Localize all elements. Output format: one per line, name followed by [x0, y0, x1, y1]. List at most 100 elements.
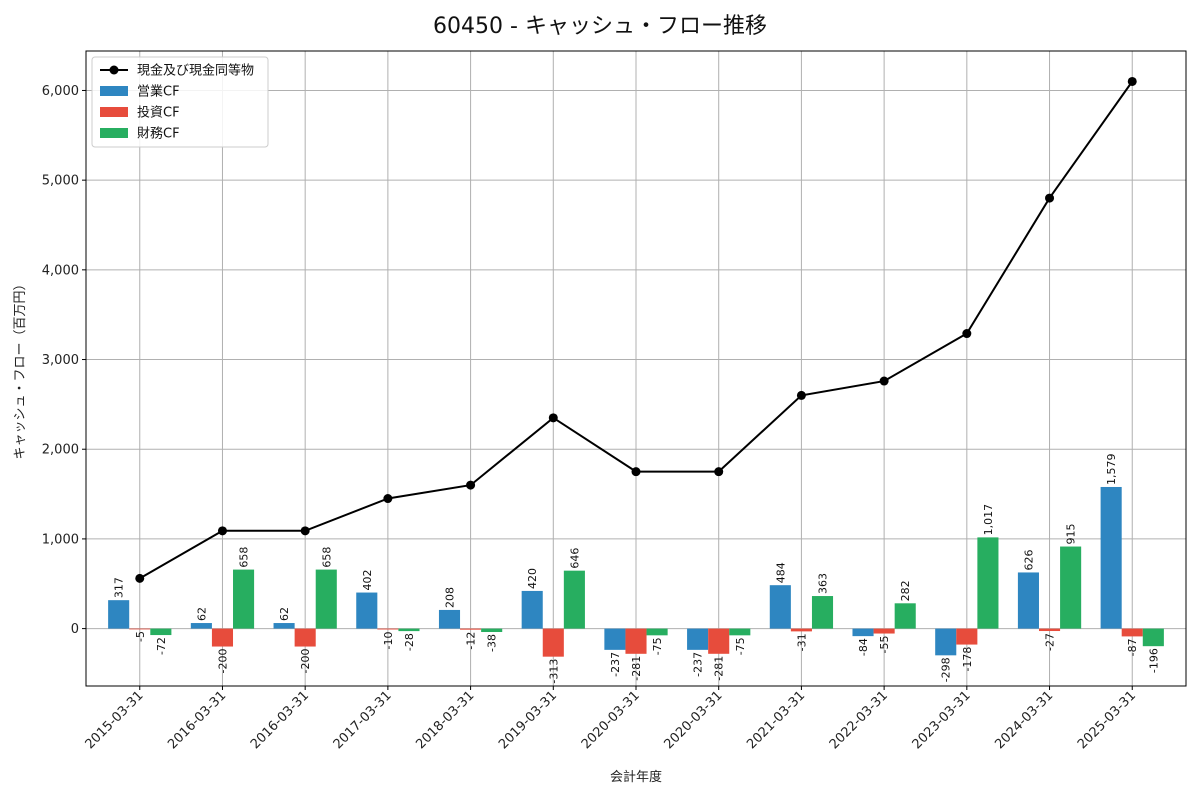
bar-value-label: 658	[320, 547, 333, 568]
bar	[438, 609, 461, 629]
data-labels: 317 62 62 402 208 420 -237 -237 484 -84 -298 626 1,5…	[113, 453, 1161, 683]
bar	[233, 569, 255, 629]
bar-value-label: 658	[238, 547, 251, 568]
y-tick-label: 0	[71, 622, 79, 637]
cash-line-point	[879, 376, 889, 386]
legend-swatch	[100, 128, 128, 138]
bar-value-label: 282	[899, 580, 912, 601]
bar-value-label: -237	[692, 652, 705, 677]
bar	[811, 596, 834, 629]
cash-line	[135, 76, 1137, 583]
bar-value-label: -87	[1126, 638, 1139, 656]
bar	[150, 628, 172, 636]
bar	[1121, 628, 1143, 637]
cash-line-point	[135, 573, 145, 583]
bar-value-label: 363	[817, 573, 830, 594]
bar	[521, 590, 543, 629]
bar-value-label: -75	[734, 637, 747, 655]
bar	[687, 628, 709, 650]
cash-line-point	[383, 494, 393, 504]
bar-value-label: 420	[526, 568, 539, 589]
bar-value-label: 484	[774, 562, 787, 583]
bar-value-label: -196	[1147, 648, 1160, 673]
bar-value-label: 646	[568, 548, 581, 569]
bar	[460, 628, 482, 630]
bar	[769, 585, 791, 629]
bar	[563, 570, 585, 629]
bar	[894, 603, 916, 629]
cash-line-point	[217, 526, 227, 536]
bar	[935, 628, 957, 656]
legend-label: 現金及び現金同等物	[137, 63, 254, 79]
bar	[294, 628, 316, 647]
bar-value-label: -178	[961, 647, 974, 672]
cash-line-point	[962, 329, 972, 339]
bar-value-label: -72	[155, 637, 168, 655]
cash-line-point	[714, 467, 724, 477]
bar	[356, 592, 378, 629]
bar-value-label: -298	[940, 657, 953, 682]
legend-box	[91, 56, 269, 148]
bar-value-label: -12	[465, 632, 478, 650]
bar-value-label: 62	[195, 607, 208, 621]
y-tick-label: 1,000	[42, 532, 79, 547]
bar-value-label: -55	[878, 636, 891, 654]
bar-value-label: 402	[361, 570, 374, 591]
cash-line-point	[548, 413, 558, 423]
bar	[625, 628, 647, 654]
bar-value-label: 317	[113, 577, 126, 598]
bar	[708, 628, 730, 654]
bar-value-label: -237	[609, 652, 622, 677]
bar	[956, 628, 978, 645]
bar-value-label: -281	[713, 656, 726, 681]
bar	[1017, 572, 1039, 629]
bar	[729, 628, 751, 636]
cash-line-point	[796, 390, 806, 400]
chart-title: 60450 - キャッシュ・フロー推移	[433, 14, 767, 39]
bar-value-label: 626	[1022, 549, 1035, 570]
bar-value-label: 62	[278, 607, 291, 621]
bar	[108, 600, 130, 629]
bar	[1060, 546, 1082, 629]
bar	[211, 628, 234, 647]
y-tick-label: 3,000	[42, 353, 79, 368]
bar	[790, 628, 812, 632]
bar-value-label: -313	[547, 659, 560, 684]
cash-line-point	[1045, 193, 1055, 203]
bar-value-label: -200	[299, 649, 312, 674]
bar-value-label: 915	[1065, 524, 1078, 545]
bar	[873, 628, 895, 634]
legend-label: 財務CF	[137, 127, 180, 142]
legend-swatch	[100, 107, 128, 117]
cash-line-point	[631, 467, 641, 477]
bar	[646, 628, 668, 636]
bar	[1100, 486, 1122, 629]
y-tick-label: 2,000	[42, 443, 79, 458]
bar	[1142, 628, 1164, 647]
y-tick-label: 4,000	[42, 263, 79, 278]
bar	[481, 628, 503, 633]
bar	[315, 569, 337, 629]
bar-value-label: 208	[443, 587, 456, 608]
bar-value-label: 1,579	[1105, 453, 1118, 485]
bar-value-label: -200	[216, 649, 229, 674]
bar	[190, 623, 212, 629]
bar-value-label: -75	[651, 637, 664, 655]
x-axis-title: 会計年度	[610, 769, 662, 785]
cash-line-point	[466, 480, 476, 490]
bar	[604, 628, 626, 650]
bar-value-label: 1,017	[982, 504, 995, 536]
bar-value-label: -27	[1044, 633, 1057, 651]
bar	[852, 628, 874, 637]
bar	[977, 537, 999, 629]
legend-label: 投資CF	[137, 105, 180, 121]
y-tick-label: 5,000	[42, 174, 79, 189]
bar-value-label: -10	[382, 631, 395, 649]
bar	[1038, 628, 1061, 632]
bar	[273, 623, 295, 629]
y-axis-title: キャッシュ・フロー（百万円）	[13, 277, 28, 459]
bar-value-label: -28	[403, 633, 416, 651]
